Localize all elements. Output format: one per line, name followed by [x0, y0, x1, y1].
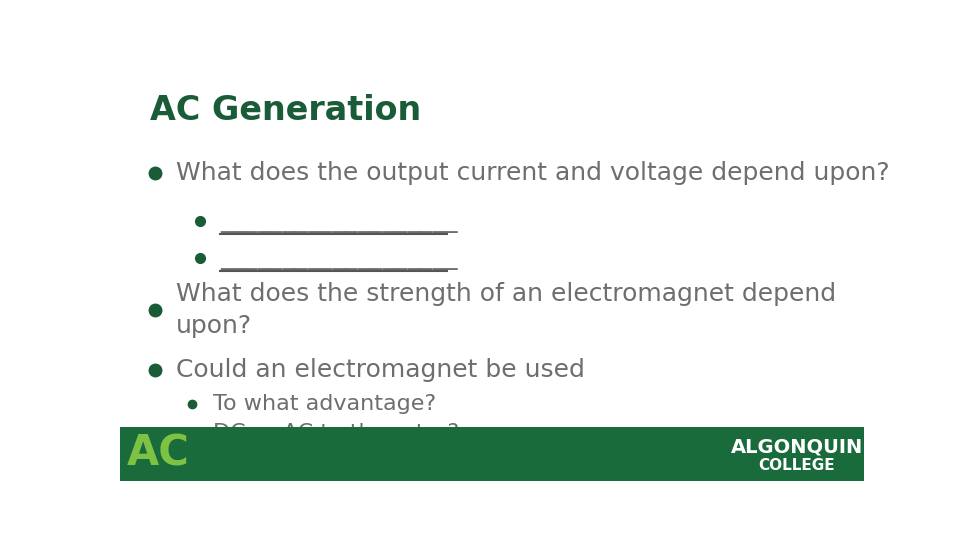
- Text: AC Generation: AC Generation: [150, 94, 421, 127]
- Text: Could an electromagnet be used: Could an electromagnet be used: [176, 359, 585, 382]
- Text: To what advantage?: To what advantage?: [213, 394, 436, 414]
- Text: COLLEGE: COLLEGE: [758, 458, 835, 473]
- Text: What does the strength of an electromagnet depend
upon?: What does the strength of an electromagn…: [176, 282, 836, 338]
- Text: DC or AC to the rotor?: DC or AC to the rotor?: [213, 423, 459, 443]
- Text: ___________________: ___________________: [221, 246, 458, 270]
- Text: ALGONQUIN: ALGONQUIN: [731, 437, 863, 457]
- Text: ___________________: ___________________: [221, 209, 458, 233]
- Text: AC: AC: [128, 433, 190, 475]
- FancyBboxPatch shape: [120, 427, 864, 481]
- Text: What does the output current and voltage depend upon?: What does the output current and voltage…: [176, 161, 889, 185]
